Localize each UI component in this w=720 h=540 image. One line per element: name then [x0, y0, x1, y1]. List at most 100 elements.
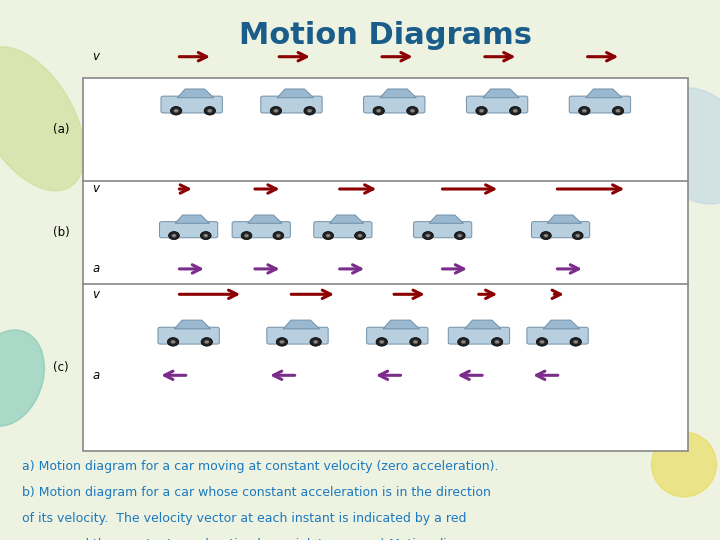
Circle shape — [541, 232, 552, 240]
Circle shape — [410, 109, 415, 112]
Circle shape — [171, 106, 182, 115]
Circle shape — [376, 338, 387, 346]
Ellipse shape — [0, 330, 45, 426]
Circle shape — [458, 338, 469, 346]
Polygon shape — [544, 320, 580, 329]
Circle shape — [167, 338, 179, 346]
Polygon shape — [283, 320, 320, 329]
Circle shape — [274, 109, 278, 112]
Circle shape — [355, 232, 365, 240]
FancyBboxPatch shape — [527, 327, 588, 344]
Circle shape — [171, 340, 176, 343]
Polygon shape — [177, 89, 214, 98]
Text: a: a — [92, 369, 99, 382]
Circle shape — [582, 109, 587, 112]
Circle shape — [612, 106, 624, 115]
Polygon shape — [383, 320, 419, 329]
Circle shape — [454, 232, 465, 240]
Text: v: v — [92, 288, 99, 301]
Polygon shape — [429, 215, 464, 224]
Circle shape — [616, 109, 621, 112]
Text: b) Motion diagram for a car whose constant acceleration is in the direction: b) Motion diagram for a car whose consta… — [22, 486, 490, 499]
Text: (b): (b) — [53, 226, 70, 239]
Circle shape — [313, 340, 318, 343]
Circle shape — [461, 340, 466, 343]
Circle shape — [426, 234, 430, 237]
Circle shape — [510, 106, 521, 115]
Circle shape — [423, 232, 433, 240]
FancyBboxPatch shape — [83, 78, 688, 451]
Text: arrow, and the constant acceleration by a violet arrow.  c) Motion diagram: arrow, and the constant acceleration by … — [22, 538, 487, 540]
Polygon shape — [174, 320, 211, 329]
FancyBboxPatch shape — [267, 327, 328, 344]
FancyBboxPatch shape — [449, 327, 510, 344]
FancyBboxPatch shape — [467, 96, 528, 113]
Circle shape — [204, 106, 215, 115]
Polygon shape — [380, 89, 416, 98]
Text: (c): (c) — [53, 361, 69, 374]
Text: a: a — [92, 262, 99, 275]
Circle shape — [279, 340, 284, 343]
Circle shape — [495, 340, 500, 343]
Circle shape — [379, 340, 384, 343]
Circle shape — [480, 109, 484, 112]
FancyBboxPatch shape — [364, 96, 425, 113]
Ellipse shape — [0, 47, 85, 191]
Circle shape — [204, 234, 208, 237]
FancyBboxPatch shape — [161, 96, 222, 113]
Circle shape — [276, 338, 288, 346]
Circle shape — [377, 109, 381, 112]
Circle shape — [310, 338, 321, 346]
Polygon shape — [464, 320, 501, 329]
Circle shape — [540, 340, 544, 343]
FancyBboxPatch shape — [160, 221, 217, 238]
Circle shape — [273, 232, 284, 240]
Text: a) Motion diagram for a car moving at constant velocity (zero acceleration).: a) Motion diagram for a car moving at co… — [22, 460, 498, 473]
Polygon shape — [585, 89, 622, 98]
FancyBboxPatch shape — [232, 221, 290, 238]
Circle shape — [244, 234, 248, 237]
Circle shape — [168, 232, 179, 240]
Circle shape — [476, 106, 487, 115]
Circle shape — [491, 338, 503, 346]
FancyBboxPatch shape — [366, 327, 428, 344]
Circle shape — [570, 338, 582, 346]
Ellipse shape — [646, 87, 720, 204]
Circle shape — [270, 106, 282, 115]
Text: (a): (a) — [53, 123, 69, 136]
Circle shape — [276, 234, 281, 237]
Polygon shape — [483, 89, 519, 98]
Circle shape — [200, 232, 211, 240]
Circle shape — [513, 109, 518, 112]
Circle shape — [174, 109, 179, 112]
Circle shape — [172, 234, 176, 237]
Circle shape — [579, 106, 590, 115]
Circle shape — [304, 106, 315, 115]
Circle shape — [536, 338, 548, 346]
FancyBboxPatch shape — [261, 96, 322, 113]
Polygon shape — [547, 215, 582, 224]
Circle shape — [373, 106, 384, 115]
Circle shape — [207, 109, 212, 112]
Polygon shape — [329, 215, 364, 224]
Polygon shape — [175, 215, 210, 224]
FancyBboxPatch shape — [531, 221, 590, 238]
Circle shape — [407, 106, 418, 115]
Circle shape — [326, 234, 330, 237]
Circle shape — [307, 109, 312, 112]
Circle shape — [204, 340, 209, 343]
FancyBboxPatch shape — [158, 327, 220, 344]
Circle shape — [323, 232, 333, 240]
Polygon shape — [277, 89, 313, 98]
Circle shape — [572, 232, 583, 240]
Circle shape — [201, 338, 212, 346]
Circle shape — [544, 234, 548, 237]
Ellipse shape — [652, 432, 716, 497]
Circle shape — [573, 340, 578, 343]
Text: v: v — [92, 50, 99, 63]
FancyBboxPatch shape — [413, 221, 472, 238]
Polygon shape — [248, 215, 282, 224]
Text: v: v — [92, 183, 99, 195]
Text: of its velocity.  The velocity vector at each instant is indicated by a red: of its velocity. The velocity vector at … — [22, 512, 466, 525]
FancyBboxPatch shape — [314, 221, 372, 238]
